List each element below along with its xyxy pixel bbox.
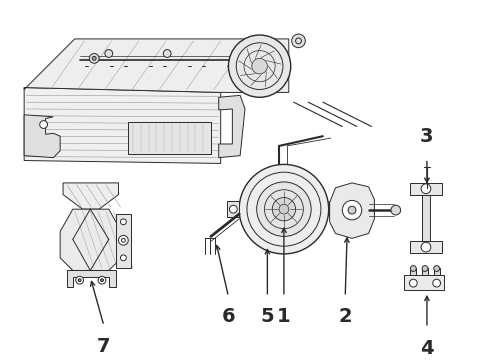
Polygon shape [24,115,60,158]
Circle shape [105,50,113,57]
Circle shape [422,266,428,271]
Circle shape [228,35,291,97]
Circle shape [292,34,305,48]
Circle shape [257,182,311,237]
Circle shape [89,54,99,63]
Ellipse shape [38,136,49,152]
Circle shape [229,205,237,213]
Polygon shape [411,267,416,275]
Polygon shape [116,214,131,267]
Polygon shape [422,267,428,275]
Polygon shape [434,267,440,275]
Circle shape [421,184,431,194]
Polygon shape [411,183,441,194]
Text: 7: 7 [97,337,111,356]
Circle shape [40,121,48,129]
Polygon shape [422,194,430,241]
Polygon shape [63,183,119,209]
Circle shape [252,58,268,74]
Polygon shape [411,241,441,253]
Text: 1: 1 [277,307,291,327]
Circle shape [343,201,362,220]
Polygon shape [128,122,211,154]
Circle shape [76,276,83,284]
Text: 2: 2 [339,307,352,327]
Polygon shape [60,209,122,270]
Circle shape [121,219,126,225]
Circle shape [279,204,289,214]
Circle shape [410,279,417,287]
Circle shape [119,235,128,245]
Polygon shape [329,201,343,217]
Circle shape [434,266,440,271]
Circle shape [348,206,356,214]
Polygon shape [24,87,220,163]
Polygon shape [404,275,444,290]
Circle shape [411,266,416,271]
Circle shape [272,198,295,221]
Polygon shape [219,95,245,158]
Circle shape [433,279,441,287]
Circle shape [98,276,106,284]
Circle shape [163,50,171,57]
Text: 5: 5 [261,307,274,327]
Polygon shape [24,39,289,93]
Text: 3: 3 [420,127,434,146]
Polygon shape [330,183,374,238]
Text: 6: 6 [221,307,235,327]
Circle shape [331,205,339,213]
Circle shape [121,255,126,261]
Text: 4: 4 [420,338,434,357]
Circle shape [239,165,329,254]
Circle shape [78,279,81,282]
Polygon shape [67,270,116,287]
Polygon shape [227,201,239,217]
Circle shape [391,205,401,215]
Circle shape [92,57,96,60]
Circle shape [421,242,431,252]
Circle shape [100,279,103,282]
